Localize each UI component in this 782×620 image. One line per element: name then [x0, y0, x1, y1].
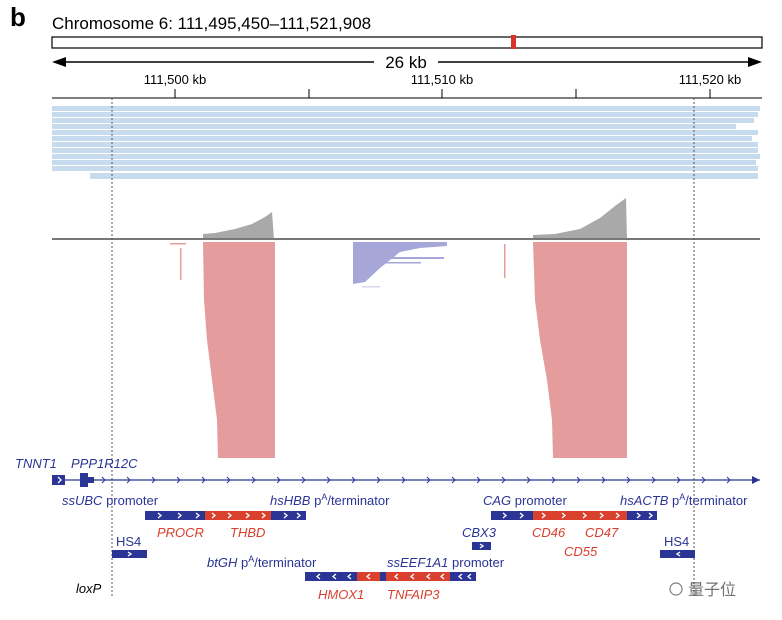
loxp-label: loxP: [76, 581, 102, 596]
left-cassette: [145, 511, 306, 520]
btgh-terminator-label: btGH pA/terminator: [207, 554, 317, 570]
gene-label-ppp1r12c: PPP1R12C: [71, 456, 138, 471]
axis-tick-label: 111,500 kb: [144, 72, 206, 87]
gene-label-tnfaip3: TNFAIP3: [387, 587, 440, 602]
hs4-left-label: HS4: [116, 534, 141, 549]
ssubc-promoter-label: ssUBC promoter: [62, 493, 159, 508]
reverse-cassette: [305, 572, 476, 581]
coordinate-axis: [52, 89, 762, 99]
right-cassette: [491, 511, 657, 520]
gene-label-tnnt1: TNNT1: [15, 456, 57, 471]
cag-promoter-label: CAG promoter: [483, 493, 567, 508]
cbx3-label: CBX3: [462, 525, 497, 540]
axis-tick-label: 111,520 kb: [679, 72, 741, 87]
hs4-left-block: [112, 550, 147, 558]
gene-track: [52, 473, 760, 487]
gene-label-cd47: CD47: [585, 525, 619, 540]
scale-bar: [52, 57, 762, 67]
gene-label-procr: PROCR: [157, 525, 204, 540]
chromosome-title: Chromosome 6: 111,495,450–111,521,908: [52, 14, 371, 33]
chromosome-ideogram: [51, 36, 763, 49]
watermark: 量子位: [669, 581, 736, 599]
scale-label: 26 kb: [385, 53, 427, 72]
gene-label-thbd: THBD: [230, 525, 265, 540]
gene-label-cd55: CD55: [564, 544, 598, 559]
axis-tick-label: 111,510 kb: [411, 72, 473, 87]
region-marker: [511, 35, 516, 49]
hshbb-terminator-label: hsHBB pA/terminator: [270, 492, 390, 508]
cbx3-block: [472, 542, 491, 550]
gene-label-cd46: CD46: [532, 525, 566, 540]
sseef1a1-promoter-label: ssEEF1A1 promoter: [387, 555, 505, 570]
gene-label-hmox1: HMOX1: [318, 587, 364, 602]
coverage-track: [52, 198, 760, 240]
hs4-right-label: HS4: [664, 534, 689, 549]
watermark-text: 量子位: [688, 581, 736, 599]
panel-letter: b: [10, 2, 26, 32]
hsactb-terminator-label: hsACTB pA/terminator: [620, 492, 748, 508]
long-reads-track: [52, 106, 760, 179]
split-reads-track: [170, 242, 627, 458]
